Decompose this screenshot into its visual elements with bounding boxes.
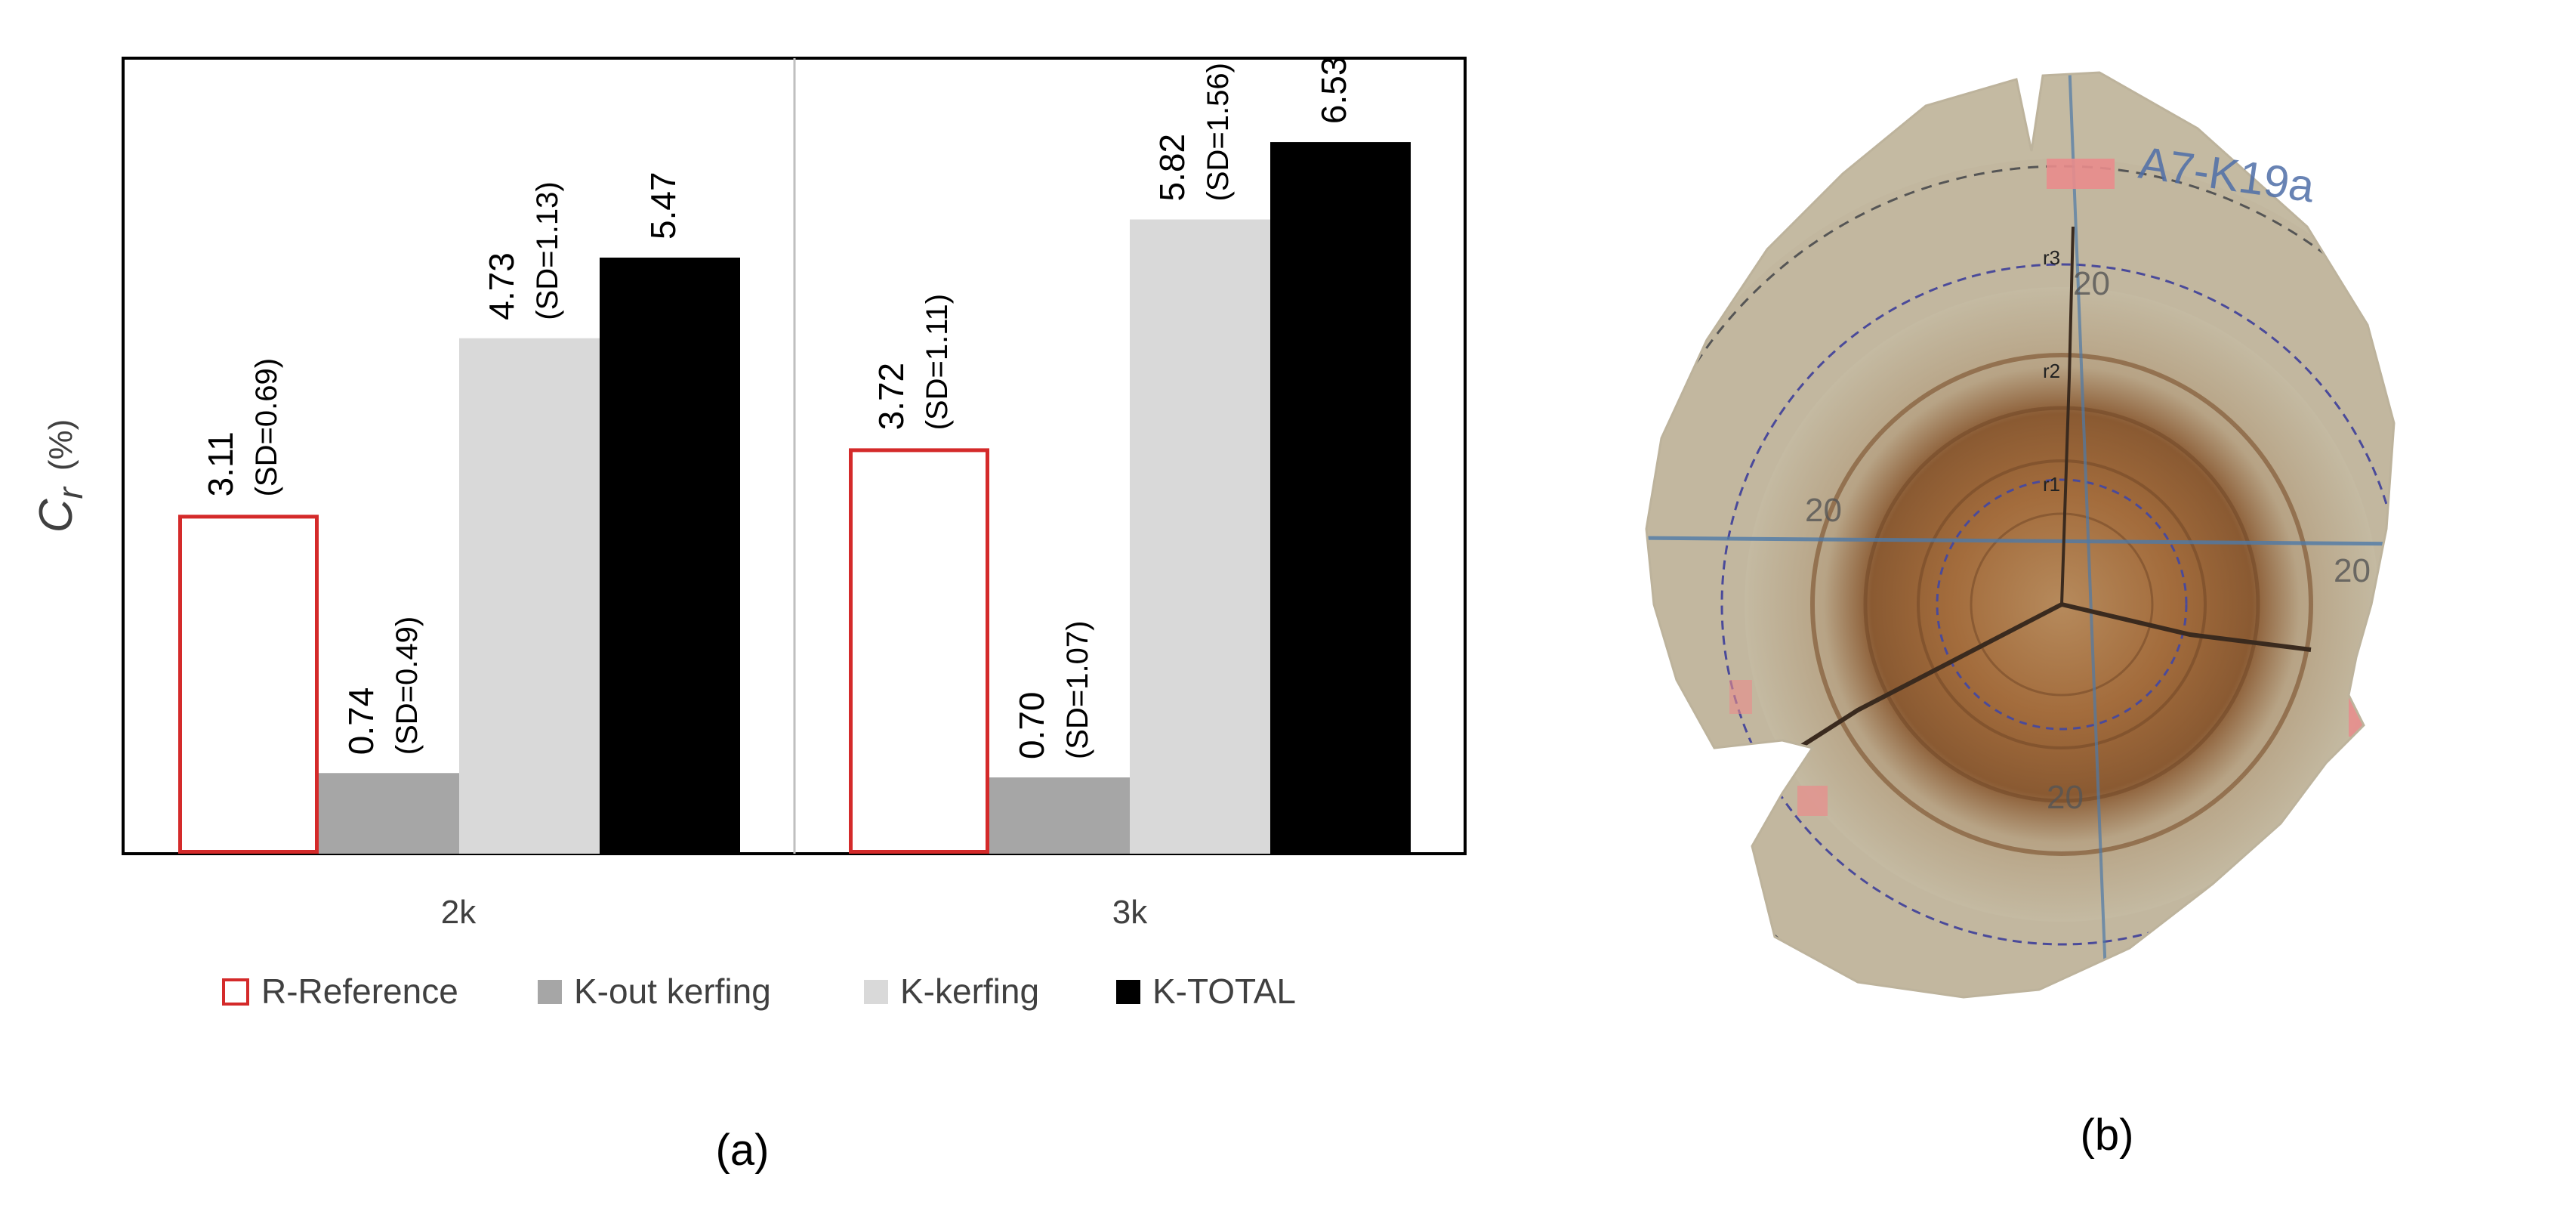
bar-labels: 3.11 (SD=0.69) 3.72 (SD=1.11) 0.74 (SD=0.49) 0… [201, 57, 1353, 759]
bar-r-reference-2k [178, 514, 319, 854]
ring-label-20-top: 20 [2073, 265, 2110, 302]
sd-label-k-kerfing-2k: (SD=1.13) [531, 181, 564, 320]
sd-label-r-reference-2k: (SD=0.69) [250, 358, 283, 496]
data-label-k-total-2k: 5.47 [643, 171, 683, 239]
panel-a-caption: (a) [716, 1126, 770, 1175]
y-axis-label: Cr (%) [30, 419, 90, 533]
y-label-symbol: C [30, 498, 82, 533]
radius-label-r2: r2 [2043, 360, 2060, 382]
svg-text:Cr(%): Cr (%) [30, 419, 90, 533]
bar-k-kerfing-2k [459, 338, 600, 854]
sd-label-k-out-kerfing-3k: (SD=1.07) [1061, 621, 1094, 759]
x-tick-label-2k: 2k [441, 894, 477, 931]
ring-label-20-left: 20 [1805, 492, 1842, 529]
ring-label-20-right: 20 [2334, 552, 2371, 589]
bar-chart-panel: 3.11 (SD=0.69) 3.72 (SD=1.11) 0.74 (SD=0.49) 0… [30, 57, 1467, 1175]
legend-label-reference: R-Reference [261, 972, 458, 1011]
legend-label-k-out-kerfing: K-out kerfing [574, 972, 771, 1011]
data-label-k-kerfing-2k: 4.73 [482, 252, 521, 320]
legend-swatch-k-total [1116, 980, 1140, 1004]
panel-b-caption: (b) [2081, 1111, 2134, 1160]
legend-swatch-k-kerfing [864, 980, 888, 1004]
radius-label-r1: r1 [2043, 473, 2060, 496]
data-label-k-kerfing-3k: 5.82 [1152, 134, 1192, 202]
legend-swatch-reference [222, 978, 249, 1006]
data-label-k-out-kerfing-3k: 0.70 [1012, 691, 1051, 759]
y-label-subscript: r [51, 486, 90, 499]
data-label-r-reference-2k: 3.11 [201, 431, 240, 496]
sd-label-k-kerfing-3k: (SD=1.56) [1202, 63, 1235, 201]
sd-label-k-out-kerfing-2k: (SD=0.49) [390, 616, 424, 755]
legend-swatch-k-out-kerfing [538, 980, 562, 1004]
legend: R-Reference K-out kerfing K-kerfing K-TO… [222, 972, 1296, 1011]
x-tick-label-3k: 3k [1112, 894, 1148, 931]
bar-k-kerfing-3k [1130, 219, 1270, 854]
bar-k-total-3k [1270, 142, 1411, 854]
y-label-unit: (%) [42, 419, 79, 471]
radius-label-r3: r3 [2043, 246, 2060, 269]
bar-r-reference-3k [849, 448, 989, 854]
data-label-k-out-kerfing-2k: 0.74 [341, 687, 381, 755]
data-label-k-total-3k: 6.53 [1314, 57, 1353, 125]
data-label-r-reference-3k: 3.72 [872, 363, 911, 431]
bars [178, 142, 1411, 854]
specimen-photo: A7-K19a 20 20 20 20 r1 r2 r3 (b) [1645, 71, 2396, 1160]
ring-label-20-bottom: 20 [2047, 779, 2084, 816]
bar-k-out-kerfing-2k [319, 773, 459, 854]
legend-label-k-total: K-TOTAL [1152, 972, 1296, 1011]
sd-label-r-reference-3k: (SD=1.11) [921, 294, 954, 430]
legend-label-k-kerfing: K-kerfing [900, 972, 1039, 1011]
bar-k-out-kerfing-3k [989, 777, 1130, 854]
bar-k-total-2k [600, 257, 740, 854]
